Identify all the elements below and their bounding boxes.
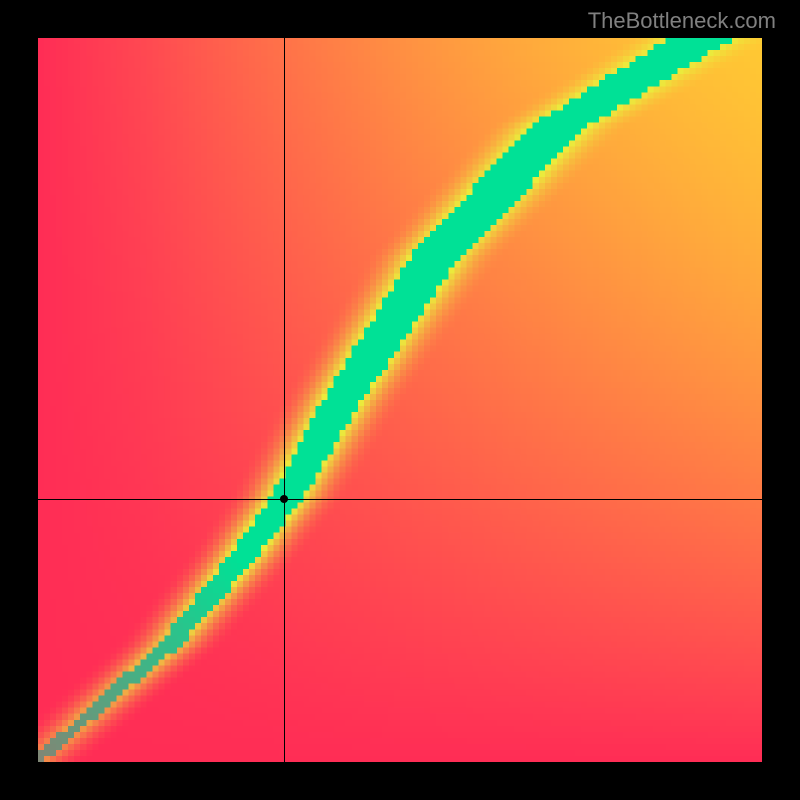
heatmap-canvas bbox=[38, 38, 762, 762]
data-point bbox=[280, 495, 288, 503]
crosshair-horizontal bbox=[38, 499, 762, 500]
chart-container: TheBottleneck.com bbox=[0, 0, 800, 800]
crosshair-vertical bbox=[284, 38, 285, 762]
watermark-text: TheBottleneck.com bbox=[588, 8, 776, 34]
plot-area bbox=[38, 38, 762, 762]
